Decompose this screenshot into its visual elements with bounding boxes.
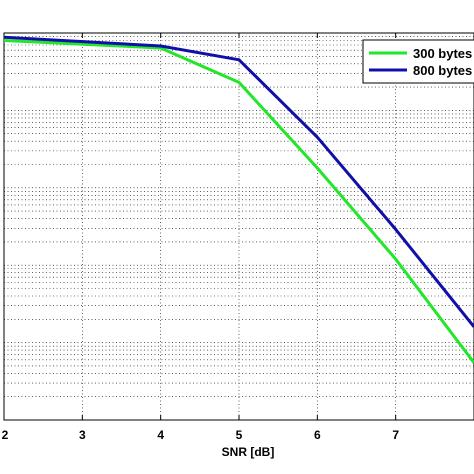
x-tick-label: 7 (392, 428, 399, 442)
x-tick-label: 6 (314, 428, 321, 442)
grid (4, 33, 474, 420)
series-lines (3, 35, 474, 364)
legend-label-800-bytes: 800 bytes (413, 63, 472, 78)
series-line-800-bytes (3, 35, 474, 328)
series-line-300-bytes (3, 39, 474, 364)
legend-label-300-bytes: 300 bytes (413, 46, 472, 61)
x-tick-label: 3 (79, 428, 86, 442)
legend: 300 bytes 800 bytes (362, 39, 474, 84)
x-tick-label: 2 (2, 428, 9, 442)
legend-box (362, 39, 474, 84)
x-tick-label: 4 (157, 428, 164, 442)
x-axis-ticks: 2 3 4 5 6 7 (2, 33, 399, 442)
x-axis-label: SNR [dB] (222, 445, 275, 459)
x-tick-label: 5 (236, 428, 243, 442)
